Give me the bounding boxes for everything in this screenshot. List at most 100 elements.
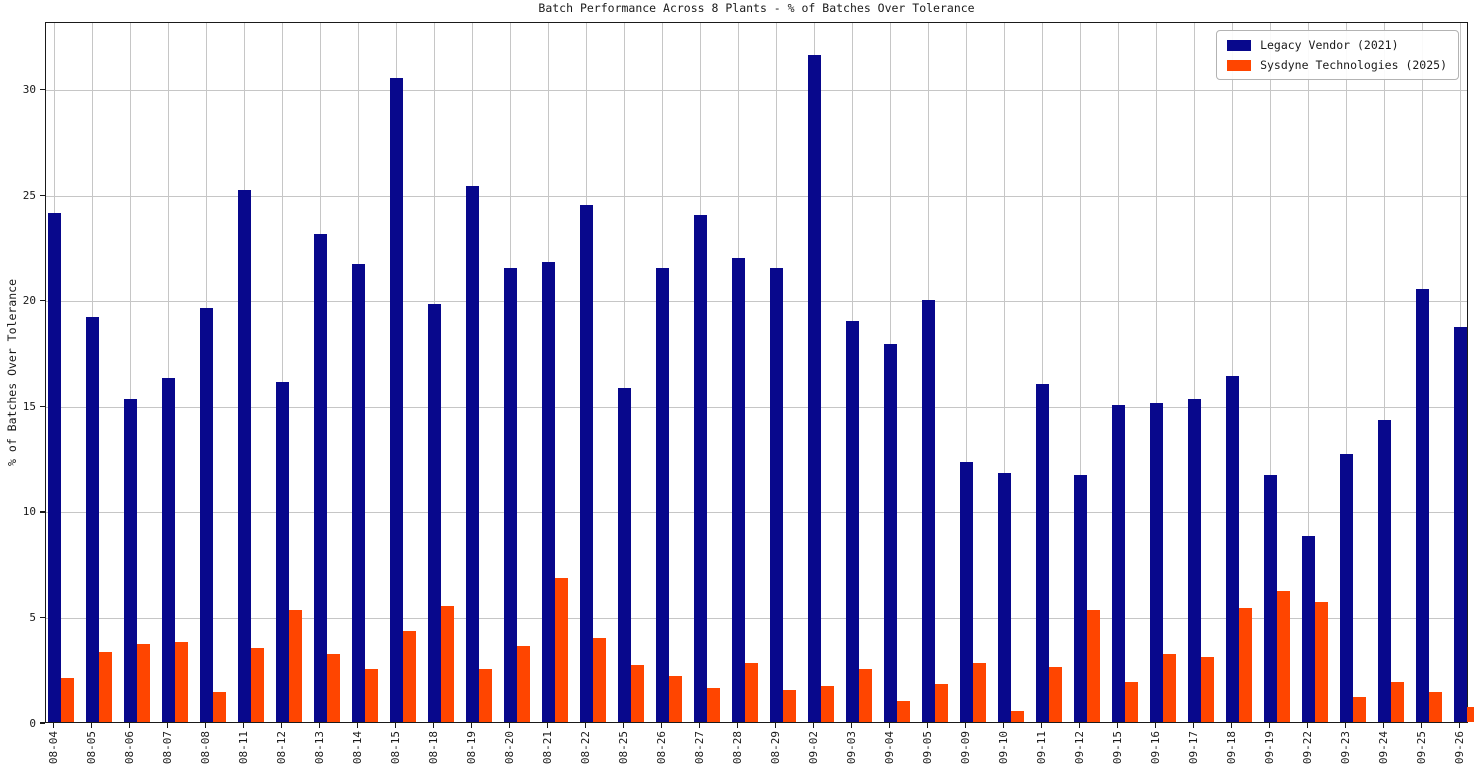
bar-legacy-vendor (162, 377, 175, 722)
bar-legacy-vendor (390, 78, 403, 722)
bar-legacy-vendor (618, 388, 631, 722)
bar-legacy-vendor (1340, 453, 1353, 722)
x-tick-mark (318, 723, 321, 728)
legend-label-legacy-vendor: Legacy Vendor (2021) (1260, 38, 1399, 52)
bar-legacy-vendor (314, 234, 327, 722)
x-tick-label-text: 08-18 (427, 731, 440, 765)
x-tick-mark (242, 723, 245, 728)
x-tick-mark (90, 723, 93, 728)
x-tick-mark (774, 723, 777, 728)
bar-legacy-vendor (428, 303, 441, 722)
y-tick-label: 0 (29, 716, 36, 730)
bar-legacy-vendor (542, 261, 555, 722)
bar-sysdyne (517, 646, 530, 722)
y-tick-mark (40, 88, 45, 91)
x-tick-mark (470, 723, 473, 728)
x-tick-label-text: 08-12 (275, 731, 288, 765)
x-tick-mark (1230, 723, 1233, 728)
x-tick-label-text: 09-25 (1415, 731, 1428, 765)
gridline-vertical (966, 23, 967, 722)
legend-swatch-legacy-vendor (1227, 39, 1252, 51)
bar-sysdyne (137, 643, 150, 722)
x-tick-label-text: 09-05 (921, 731, 934, 765)
y-tick-mark (40, 511, 45, 513)
bar-legacy-vendor (1188, 398, 1201, 722)
bar-sysdyne (783, 690, 796, 722)
x-tick-label-text: 08-11 (237, 731, 250, 765)
bar-sysdyne (897, 700, 910, 722)
x-tick-label-text: 08-04 (47, 731, 60, 765)
x-tick-label-text: 09-17 (1187, 731, 1200, 765)
x-tick-mark (508, 723, 511, 728)
bar-legacy-vendor (48, 213, 61, 722)
bar-legacy-vendor (960, 462, 973, 722)
bar-sysdyne (327, 654, 340, 722)
bar-legacy-vendor (238, 189, 251, 722)
bar-sysdyne (669, 675, 682, 722)
bar-sysdyne (859, 669, 872, 722)
gridline-vertical (1118, 23, 1119, 722)
x-tick-mark (1154, 723, 1157, 728)
gridline-vertical (624, 23, 625, 722)
x-tick-label-text: 08-15 (389, 731, 402, 765)
x-tick-mark (52, 723, 55, 728)
legend: Legacy Vendor (2021) Sysdyne Technologie… (1216, 30, 1459, 80)
bar-sysdyne (1467, 707, 1474, 722)
bar-legacy-vendor (732, 257, 745, 722)
x-tick-mark (964, 723, 967, 728)
bar-legacy-vendor (1264, 475, 1277, 722)
x-tick-mark (888, 723, 891, 728)
bar-legacy-vendor (200, 308, 213, 722)
x-tick-label-text: 08-13 (313, 731, 326, 765)
x-tick-label-text: 08-27 (693, 731, 706, 765)
x-tick-label-text: 09-24 (1377, 731, 1390, 765)
bar-sysdyne (745, 662, 758, 722)
x-tick-label-text: 08-20 (503, 731, 516, 765)
gridline-vertical (1156, 23, 1157, 722)
x-tick-mark (166, 723, 169, 728)
x-tick-label-text: 08-22 (579, 731, 592, 765)
bar-legacy-vendor (352, 263, 365, 722)
x-tick-label-text: 08-28 (731, 731, 744, 765)
x-tick-mark (926, 723, 929, 728)
x-tick-label-text: 09-11 (1035, 731, 1048, 765)
x-tick-mark (1116, 723, 1119, 728)
gridline-vertical (130, 23, 131, 722)
bar-legacy-vendor (922, 299, 935, 722)
x-tick-label-text: 09-19 (1263, 731, 1276, 765)
bar-legacy-vendor (656, 268, 669, 722)
bar-sysdyne (973, 662, 986, 722)
bar-sysdyne (99, 652, 112, 722)
x-tick-mark (356, 723, 359, 728)
bar-sysdyne (555, 578, 568, 722)
x-tick-mark (812, 723, 815, 728)
bar-sysdyne (1125, 681, 1138, 722)
bar-legacy-vendor (1454, 327, 1467, 722)
bar-sysdyne (593, 637, 606, 722)
x-tick-mark (1268, 723, 1271, 728)
x-tick-label-text: 08-08 (199, 731, 212, 765)
x-tick-label-text: 09-15 (1111, 731, 1124, 765)
y-tick-label: 15 (22, 399, 36, 413)
x-tick-mark (1192, 723, 1195, 728)
bar-sysdyne (1277, 591, 1290, 722)
x-tick-label-text: 08-07 (161, 731, 174, 765)
y-tick-mark (40, 300, 45, 302)
y-tick-label: 25 (22, 188, 36, 202)
bar-sysdyne (213, 692, 226, 722)
x-tick-label-text: 09-22 (1301, 731, 1314, 765)
x-tick-mark (394, 723, 397, 728)
x-tick-mark (622, 723, 625, 728)
bar-sysdyne (1011, 711, 1024, 722)
bar-legacy-vendor (808, 54, 821, 722)
bar-legacy-vendor (504, 268, 517, 722)
x-tick-mark (1002, 723, 1005, 728)
bar-legacy-vendor (1226, 375, 1239, 722)
x-tick-label-text: 08-05 (85, 731, 98, 765)
bar-sysdyne (365, 669, 378, 722)
bar-legacy-vendor (1302, 536, 1315, 722)
bar-legacy-vendor (1150, 403, 1163, 722)
gridline-vertical (1194, 23, 1195, 722)
y-tick-mark (40, 616, 45, 619)
gridline-horizontal (46, 301, 1467, 303)
